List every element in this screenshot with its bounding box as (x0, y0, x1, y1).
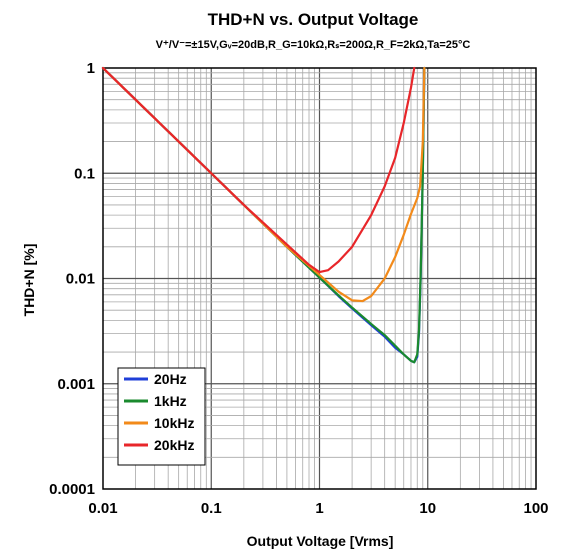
x-tick-label: 1 (315, 500, 323, 517)
chart-title: THD+N vs. Output Voltage (208, 10, 419, 29)
plot-frame (102, 67, 537, 490)
legend: 20Hz 1kHz 10kHz 20kHz (117, 367, 206, 466)
y-axis-title: THD+N [%] (21, 244, 37, 317)
legend-box (117, 367, 206, 466)
x-axis-title: Output Voltage [Vrms] (247, 533, 394, 549)
series-line-20khz (101, 66, 416, 274)
x-tick-label: 100 (523, 500, 548, 517)
y-tick-label: 0.01 (66, 271, 95, 288)
legend-label-20khz: 20kHz (154, 437, 194, 453)
chart-subtitle: V⁺/V⁻=±15V,Gᵥ=20dB,R_G=10kΩ,Rₛ=200Ω,R_F=… (156, 39, 471, 51)
x-tick-label: 0.01 (88, 500, 117, 517)
tick-layer: 0.01 0.1 1 10 100 1 0.1 0.01 0.001 0.0001 (49, 60, 548, 517)
legend-items: 20Hz 1kHz 10kHz 20kHz (124, 371, 194, 453)
y-tick-label: 1 (87, 60, 95, 77)
series-layer (101, 66, 426, 364)
grid-layer (103, 68, 536, 489)
series-line-10khz (101, 66, 426, 303)
legend-label-10khz: 10kHz (154, 415, 194, 431)
x-tick-label: 10 (419, 500, 436, 517)
x-tick-label: 0.1 (201, 500, 222, 517)
y-tick-label: 0.1 (74, 165, 95, 182)
legend-label-1khz: 1kHz (154, 393, 187, 409)
y-tick-label: 0.0001 (49, 481, 95, 498)
legend-label-20hz: 20Hz (154, 371, 187, 387)
y-tick-label: 0.001 (57, 376, 95, 393)
